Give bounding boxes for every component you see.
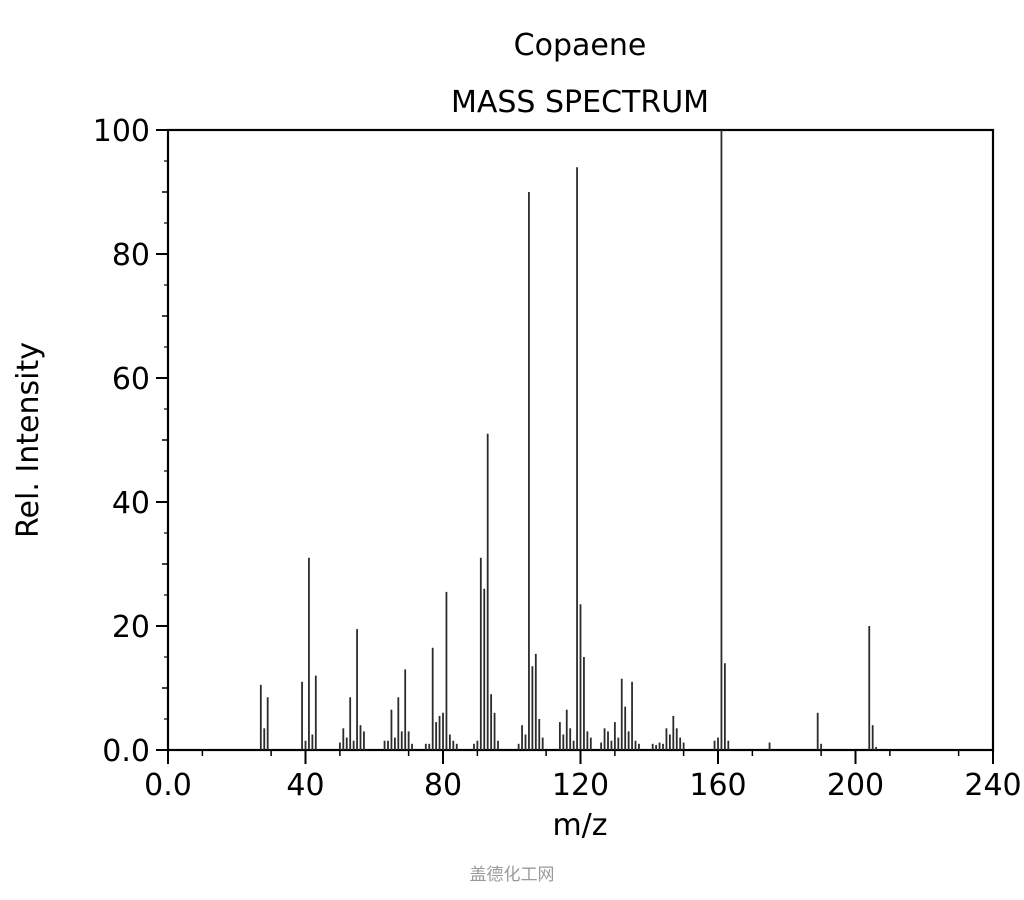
y-tick-label: 100	[93, 114, 150, 149]
watermark-text: 盖德化工网	[470, 865, 555, 885]
x-tick-label: 200	[827, 768, 884, 803]
x-tick-label: 0.0	[144, 768, 192, 803]
y-axis-label: Rel. Intensity	[11, 342, 46, 538]
spectrum-bars	[259, 130, 878, 750]
x-tick-label: 160	[689, 768, 746, 803]
chart-title: Copaene	[514, 28, 647, 63]
x-tick-label: 80	[424, 768, 462, 803]
y-tick-label: 20	[112, 610, 150, 645]
y-tick-label: 60	[112, 362, 150, 397]
y-tick-label: 0.0	[102, 734, 150, 769]
x-axis-label: m/z	[552, 808, 607, 843]
y-tick-label: 80	[112, 238, 150, 273]
y-tick-label: 40	[112, 486, 150, 521]
x-tick-label: 40	[286, 768, 324, 803]
y-axis-ticks: 0.0 20 40 60 80 100	[93, 114, 168, 769]
chart-subtitle: MASS SPECTRUM	[451, 85, 709, 120]
minor-ticks	[162, 160, 960, 756]
x-axis-ticks: 0.0 40 80 120 160 200 240	[144, 750, 1022, 803]
x-tick-label: 120	[552, 768, 609, 803]
x-tick-label: 240	[964, 768, 1021, 803]
